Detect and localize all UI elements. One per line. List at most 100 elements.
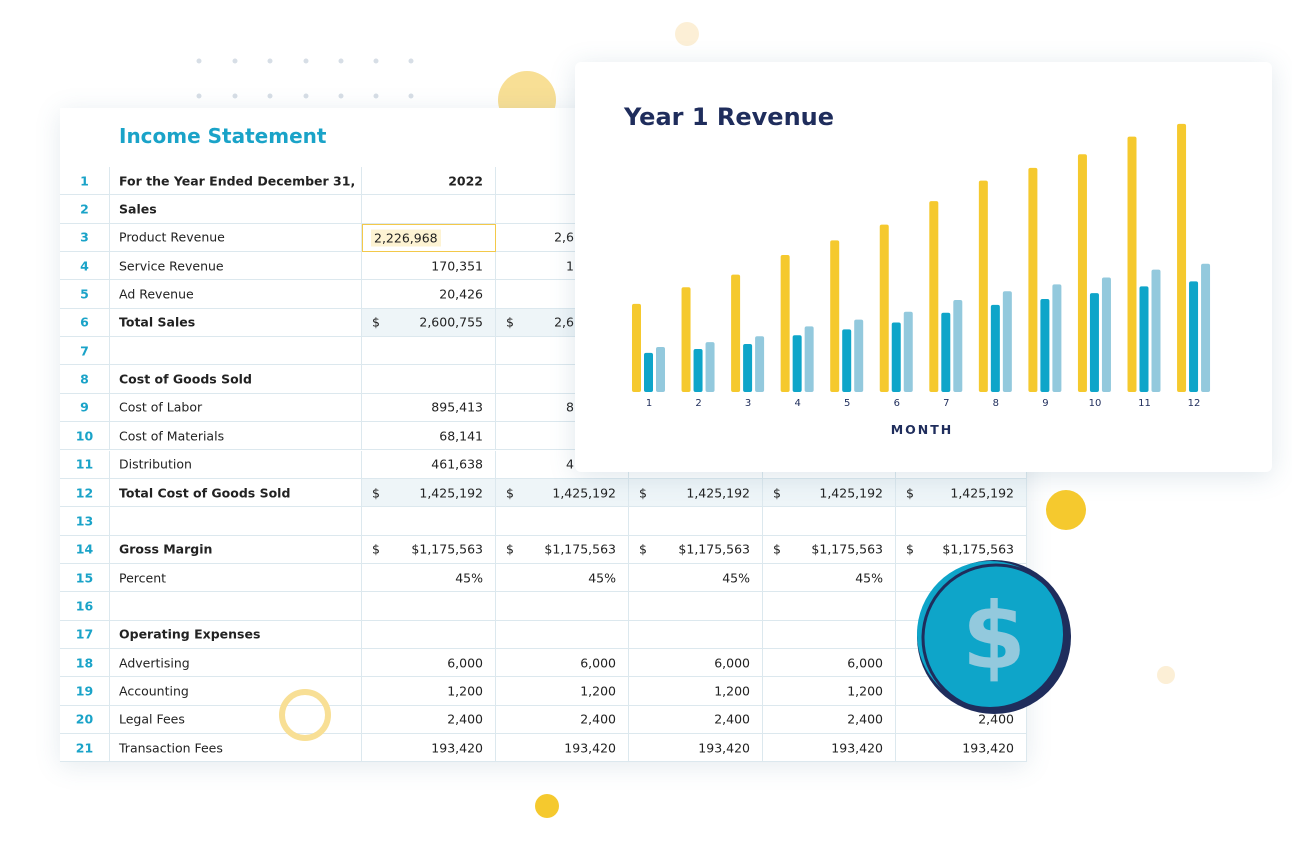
currency-sign: $ <box>906 541 914 557</box>
row-label: Operating Expenses <box>119 626 261 642</box>
data-cell: 2022 <box>362 167 496 196</box>
data-cell: 2,400 <box>362 705 496 734</box>
bar <box>854 319 864 392</box>
row-number: 20 <box>75 711 94 727</box>
cell-value: 2,400 <box>447 711 483 727</box>
data-cell: $1,425,192 <box>496 478 629 508</box>
data-cell: 2,226,968 <box>362 223 496 253</box>
bar <box>941 312 951 392</box>
data-cell <box>763 620 896 649</box>
currency-sign: $ <box>639 485 647 501</box>
label-cell: Cost of Goods Sold <box>110 365 362 394</box>
row-label: Cost of Labor <box>119 399 203 415</box>
data-cell <box>629 507 763 536</box>
cell-value: 8 <box>566 399 574 415</box>
row-number-cell: 5 <box>60 280 110 309</box>
cell-value: 895,413 <box>431 399 483 415</box>
data-cell: $1,425,192 <box>629 478 763 508</box>
cell-value: $1,175,563 <box>678 541 750 557</box>
data-cell <box>496 592 629 621</box>
data-cell <box>896 620 1027 649</box>
data-cell: 45% <box>496 563 629 593</box>
data-cell: 193,420 <box>896 734 1027 762</box>
cell-value: 6,000 <box>580 655 616 671</box>
label-cell <box>110 592 362 621</box>
bar <box>632 303 641 392</box>
bar <box>743 344 753 392</box>
bar <box>693 348 703 392</box>
data-cell <box>629 592 763 621</box>
row-number: 10 <box>75 428 94 444</box>
cell-value: 4 <box>566 456 574 472</box>
row-number-cell: 21 <box>60 734 110 762</box>
row-number: 9 <box>80 399 89 415</box>
row-number-cell: 14 <box>60 535 110 564</box>
data-cell: 2,400 <box>629 705 763 734</box>
x-axis-label: MONTH <box>891 422 954 437</box>
row-number: 8 <box>80 371 89 387</box>
cell-value: 2022 <box>448 173 483 189</box>
label-cell: Total Cost of Goods Sold <box>110 478 362 508</box>
row-number-cell: 9 <box>60 393 110 423</box>
row-number-cell: 8 <box>60 365 110 394</box>
data-cell: $ $1,175,563 <box>496 535 629 564</box>
cell-value: 193,420 <box>564 740 616 756</box>
bar <box>644 352 653 392</box>
data-cell <box>896 648 1027 678</box>
x-tick-label: 7 <box>943 398 949 409</box>
x-tick-label: 12 <box>1188 398 1201 409</box>
row-number: 6 <box>80 314 89 330</box>
row-number-cell: 19 <box>60 677 110 706</box>
data-cell: 193,420 <box>362 734 496 762</box>
row-label: Gross Margin <box>119 541 213 557</box>
data-cell <box>629 620 763 649</box>
data-cell <box>362 365 496 394</box>
data-cell: 6,000 <box>496 648 629 678</box>
row-number-cell: 6 <box>60 308 110 338</box>
row-number-cell: 1 <box>60 167 110 196</box>
row-number: 7 <box>80 343 89 359</box>
data-cell <box>763 507 896 536</box>
row-number-cell: 11 <box>60 450 110 479</box>
label-cell: Advertising <box>110 648 362 678</box>
bar <box>978 180 988 392</box>
cell-value: 1,200 <box>847 683 883 699</box>
x-tick-label: 10 <box>1089 398 1102 409</box>
row-number-cell: 18 <box>60 648 110 678</box>
data-cell <box>896 677 1027 706</box>
label-cell: Cost of Materials <box>110 422 362 451</box>
bar <box>792 335 802 392</box>
row-label: Advertising <box>119 655 190 671</box>
bar <box>656 346 665 392</box>
chart: Year 1 Revenue MONTH 1 2 3 4 5 6 7 8 9 10 11 12 <box>623 103 1211 437</box>
data-cell: 193,420 <box>496 734 629 762</box>
currency-sign: $ <box>906 485 914 501</box>
cell-value: $1,175,563 <box>942 541 1014 557</box>
row-label: Legal Fees <box>119 711 185 727</box>
deco-circle <box>1157 666 1175 684</box>
cell-value: 461,638 <box>431 456 483 472</box>
label-cell: Service Revenue <box>110 252 362 281</box>
bar <box>681 287 691 392</box>
label-cell: Accounting <box>110 677 362 706</box>
data-cell: 6,000 <box>763 648 896 678</box>
chart-card: Year 1 Revenue MONTH 1 2 3 4 5 6 7 8 9 10 11 12 <box>575 62 1272 472</box>
bar <box>830 240 840 392</box>
data-cell <box>763 592 896 621</box>
data-cell: 20,426 <box>362 280 496 309</box>
row-number: 5 <box>80 286 89 302</box>
data-cell: 68,141 <box>362 422 496 451</box>
cell-value: 2,226,968 <box>371 229 441 247</box>
data-cell <box>362 507 496 536</box>
data-cell: 1,200 <box>496 677 629 706</box>
bar <box>1139 286 1149 392</box>
row-number: 18 <box>75 655 94 671</box>
row-number: 21 <box>75 740 94 756</box>
row-number-cell: 2 <box>60 195 110 224</box>
row-number: 1 <box>80 173 89 189</box>
row-number: 16 <box>75 598 94 614</box>
row-number-cell: 20 <box>60 705 110 734</box>
bar <box>731 274 741 392</box>
deco-circle <box>535 794 559 818</box>
